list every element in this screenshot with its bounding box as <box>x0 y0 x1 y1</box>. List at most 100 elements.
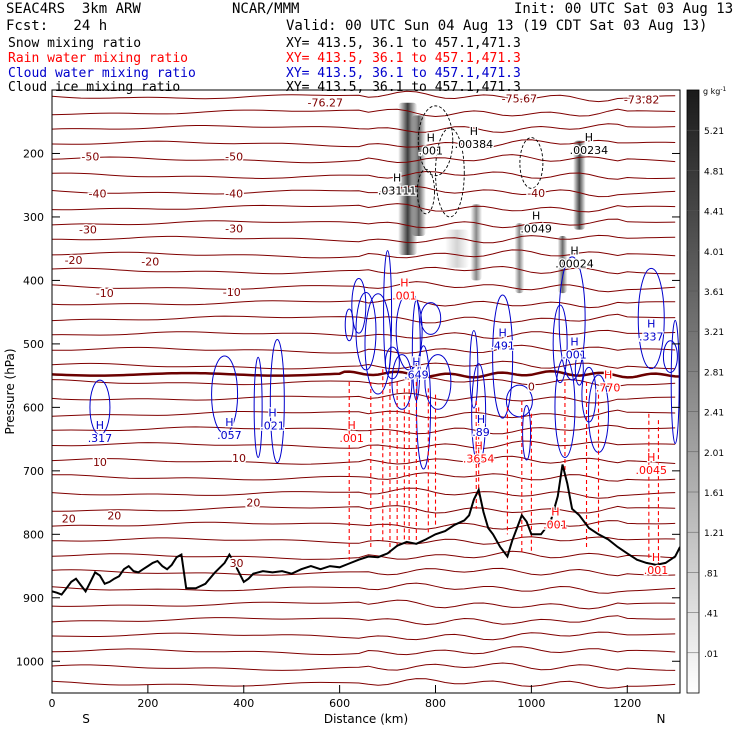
cloud-water-contour <box>269 338 285 464</box>
max-value-label: .649 <box>404 369 429 382</box>
colorbar-ramp <box>686 89 700 694</box>
field-xy-cloud-water: XY= 413.5, 36.1 to 457.1,471.3 <box>286 66 521 81</box>
max-value-label: .057 <box>217 429 242 442</box>
temperature-isotherm <box>52 567 676 577</box>
x-tick-label: 200 <box>137 697 158 710</box>
temperature-isotherm <box>52 139 676 148</box>
max-value-label: .001 <box>339 432 364 445</box>
isotherm-label: -20 <box>141 255 159 268</box>
snow-shading <box>445 229 470 268</box>
cloud-water-contour <box>505 384 533 418</box>
cloud-water-contour <box>637 267 665 370</box>
max-marker-h: H <box>427 132 435 145</box>
max-value-label: .03111 <box>378 185 417 198</box>
colorbar-label: 2.01 <box>704 449 724 459</box>
temperature-isotherm <box>52 360 676 370</box>
y-tick-label: 200 <box>23 147 44 160</box>
temperature-isotherm <box>52 170 676 180</box>
max-marker-h: H <box>585 131 593 144</box>
max-marker-h: H <box>498 326 506 339</box>
temperature-isotherm <box>52 234 676 244</box>
temperature-isotherm <box>52 424 676 435</box>
isotherm-label: -40 <box>527 187 545 200</box>
isotherm-label: -73.82 <box>624 94 659 107</box>
max-marker-h: H <box>652 551 660 564</box>
colorbar-label: .01 <box>704 650 718 660</box>
isotherm-label: 10 <box>93 456 107 469</box>
isotherm-label: 20 <box>107 509 121 522</box>
cloud-water-contour <box>364 293 392 395</box>
snow-shading <box>573 140 586 230</box>
temperature-isotherm <box>52 678 676 689</box>
temperature-isotherm <box>52 123 676 133</box>
colorbar-label: 2.41 <box>704 409 724 419</box>
max-value-label: .770 <box>596 381 621 394</box>
x-tick-label: 1000 <box>517 697 545 710</box>
cloud-water-contour <box>574 352 584 386</box>
cloud-water-contour <box>554 356 576 459</box>
x-tick-label: 0 <box>49 697 56 710</box>
x-tick-label: 600 <box>329 697 350 710</box>
x-end-label-north: N <box>657 712 666 726</box>
isotherm-label: -50 <box>225 151 243 164</box>
colorbar-unit: g kg-1 <box>703 86 727 96</box>
max-value-label: .001 <box>644 564 669 577</box>
cloud-water-contour <box>391 354 413 410</box>
isotherm-label: 20 <box>62 512 76 525</box>
max-value-label: .491 <box>490 339 515 352</box>
isotherm-label: -10 <box>223 286 241 299</box>
y-tick-label: 1000 <box>16 655 44 668</box>
freezing-level-line <box>52 369 680 379</box>
colorbar-label: 1.21 <box>704 529 724 539</box>
cloud-water-contour <box>558 256 586 381</box>
max-marker-h: H <box>532 210 540 223</box>
temperature-isotherm <box>52 392 676 404</box>
isotherm-label: -76.27 <box>308 97 343 110</box>
isotherm-label: -30 <box>79 224 97 237</box>
temperature-isotherm <box>52 249 676 259</box>
colorbar-label: .41 <box>704 610 718 620</box>
max-marker-h: H <box>400 276 408 289</box>
field-label-snow: Snow mixing ratio <box>8 36 142 51</box>
cloud-water-contour <box>662 340 678 373</box>
y-tick-label: 600 <box>23 401 44 414</box>
isotherm-label: 10 <box>232 452 246 465</box>
max-value-label: .0049 <box>520 223 552 236</box>
field-label-rain: Rain water mixing ratio <box>8 51 189 66</box>
forecast-hour: Fcst: 24 h <box>6 18 108 34</box>
x-tick-label: 400 <box>233 697 254 710</box>
snow-shading <box>557 235 568 294</box>
temperature-isotherm <box>52 472 676 482</box>
temperature-isotherm <box>52 505 676 514</box>
max-marker-h: H <box>470 125 478 138</box>
valid-time: Valid: 00 UTC Sun 04 Aug 13 (19 CDT Sat … <box>286 18 708 34</box>
colorbar-label: 2.81 <box>704 368 724 378</box>
isotherm-label: -20 <box>65 254 83 267</box>
cloud-water-contour <box>253 356 263 459</box>
cloud-water-contour <box>416 345 432 470</box>
max-value-label: .89 <box>472 426 490 439</box>
max-marker-h: H <box>647 451 655 464</box>
plot-frame <box>51 89 681 694</box>
cloud-water-contour <box>522 404 532 461</box>
colorbar: 5.21 4.81 4.41 4.01 3.61 3.21 2.81 2.41 2.01 1.61… <box>686 86 727 694</box>
snow-shading <box>514 223 525 294</box>
cloud-water-contour <box>492 294 514 419</box>
max-marker-h: H <box>570 335 578 348</box>
field-label-cloud-ice: Cloud ice mixing ratio <box>8 80 181 95</box>
cloud-water-contour <box>552 304 568 384</box>
organization-label: NCAR/MMM <box>232 1 300 17</box>
cloud-water-contour <box>395 291 423 371</box>
temperature-isotherm <box>52 550 676 560</box>
max-marker-h: H <box>477 413 485 426</box>
temperature-isotherm <box>52 265 676 275</box>
temperature-isotherm <box>52 185 676 198</box>
max-value-label: .001 <box>418 145 443 158</box>
isotherm-label: 20 <box>246 497 260 510</box>
temperature-isotherm <box>52 313 676 324</box>
isotherm-label: -50 <box>81 151 99 164</box>
cloud-water-contour <box>351 278 367 334</box>
temperature-isotherm <box>52 409 676 419</box>
isotherm-label: -40 <box>225 187 243 200</box>
cloud-water-contour <box>344 308 354 342</box>
